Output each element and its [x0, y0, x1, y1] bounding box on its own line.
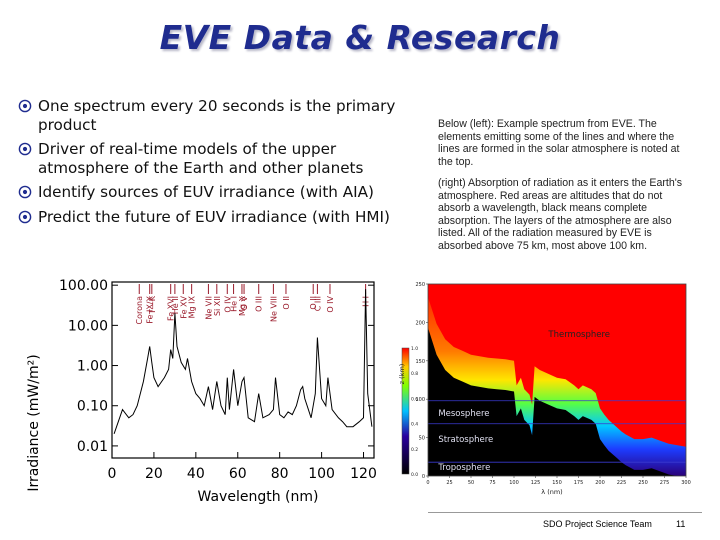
- layer-label: Stratosphere: [438, 435, 493, 445]
- x-tick-label: 60: [229, 466, 247, 482]
- colorbar-tick-label: 0.4: [411, 422, 418, 428]
- footer-team: SDO Project Science Team: [543, 519, 652, 529]
- circled-dot-icon: [18, 99, 32, 113]
- colorbar-tick-label: 0.2: [411, 447, 418, 453]
- x-tick-label: 150: [552, 480, 562, 486]
- absorption-chart: Thermosphere Mesosphere Stratosphere Tropos…: [398, 282, 691, 496]
- layer-label: Mesosphere: [438, 409, 489, 419]
- bullet-text: Driver of real-time models of the upper …: [38, 140, 364, 177]
- x-tick-label: 75: [489, 480, 495, 486]
- spectrum-series-line: [113, 289, 373, 434]
- x-tick-label: 80: [271, 466, 289, 482]
- x-tick-label: 275: [660, 480, 670, 486]
- x-tick-label: 20: [145, 466, 163, 482]
- line-label: O II: [282, 296, 291, 310]
- bullet-item: Driver of real-time models of the upper …: [18, 140, 418, 177]
- x-tick-label: 125: [531, 480, 541, 486]
- spectrum-axes-box: [111, 281, 375, 459]
- absorption-y-label: z (km): [398, 364, 406, 385]
- bullet-list: One spectrum every 20 seconds is the pri…: [18, 97, 418, 232]
- line-label: O V: [240, 295, 249, 310]
- colorbar-tick-label: 0.0: [411, 472, 418, 478]
- y-tick-label: 100.00: [59, 278, 108, 294]
- x-tick-label: 225: [617, 480, 627, 486]
- line-label: He II: [171, 296, 180, 314]
- footer-rule: [428, 512, 702, 513]
- y-tick-label: 250: [415, 282, 425, 288]
- bullet-text: Predict the future of EUV irradiance (wi…: [38, 207, 390, 226]
- line-label: Corona: [135, 296, 144, 325]
- line-label: T—K: [148, 295, 157, 315]
- note-left: Below (left): Example spectrum from EVE.…: [438, 118, 680, 168]
- bullet-item: Predict the future of EUV irradiance (wi…: [18, 208, 418, 227]
- x-tick-label: 50: [468, 480, 474, 486]
- bullet-item: Identify sources of EUV irradiance (with…: [18, 183, 418, 202]
- spectrum-x-ticks: 0 20 40 60 80 100 120: [108, 452, 377, 482]
- line-label: Si XII: [213, 296, 222, 316]
- line-label: Fe IX/X: [146, 295, 155, 323]
- y-tick-label: 0: [422, 474, 425, 480]
- y-tick-label: 0.10: [77, 399, 108, 415]
- absorption-colorbar-ticks: 0.0 0.2 0.4 0.6 0.8 1.0: [411, 346, 418, 478]
- x-tick-label: 175: [574, 480, 584, 486]
- spectrum-y-label: Irradiance (mW/m²): [26, 354, 42, 491]
- y-tick-label: 150: [415, 359, 425, 365]
- line-label: Ne VIII: [269, 296, 278, 322]
- x-tick-label: 40: [187, 466, 205, 482]
- absorption-y-ticks: 0 50 100 150 200 250: [415, 282, 428, 480]
- y-tick-label: 100: [415, 397, 425, 403]
- bullet-text: One spectrum every 20 seconds is the pri…: [38, 97, 396, 134]
- circled-dot-icon: [18, 210, 32, 223]
- colorbar-tick-label: 1.0: [411, 346, 418, 352]
- x-tick-label: 250: [638, 480, 648, 486]
- spectrum-x-label: Wavelength (nm): [198, 489, 319, 505]
- absorption-x-label: λ (nm): [541, 488, 562, 496]
- line-label: Ne VII: [204, 296, 213, 320]
- circled-dot-icon: [18, 142, 32, 156]
- absorption-x-ticks: 0 25 50 75 100 125 150 175 200 225 250 275 300: [426, 476, 691, 486]
- absorption-colorbar: [401, 347, 410, 475]
- x-tick-label: 300: [681, 480, 691, 486]
- line-label: Mg IX: [188, 295, 197, 318]
- line-label: O III: [255, 296, 264, 312]
- absorption-red-area: [428, 284, 686, 447]
- y-tick-label: 1.00: [77, 359, 108, 375]
- line-label: He I: [230, 296, 239, 312]
- line-label: Mg X: [238, 295, 247, 316]
- x-tick-label: 25: [446, 480, 452, 486]
- note-right: (right) Absorption of radiation as it en…: [438, 177, 683, 252]
- page-number: 11: [676, 519, 686, 529]
- layer-label: Thermosphere: [547, 330, 610, 340]
- x-tick-label: 100: [509, 480, 519, 486]
- x-tick-label: 100: [308, 466, 335, 482]
- line-label: Fe XVI: [167, 296, 176, 321]
- y-tick-label: 200: [415, 320, 425, 326]
- y-tick-label: 0.01: [77, 439, 108, 455]
- colorbar-tick-label: 0.6: [411, 396, 418, 402]
- y-tick-label: 50: [419, 436, 425, 442]
- y-tick-label: 10.00: [68, 318, 108, 334]
- line-label: C III: [313, 296, 322, 311]
- spectrum-frame: [111, 281, 375, 459]
- x-tick-label: 120: [350, 466, 377, 482]
- line-label: O II: [309, 296, 318, 310]
- line-label: Fe XV: [179, 295, 188, 318]
- circled-dot-icon: [18, 185, 32, 199]
- x-tick-label: 0: [108, 466, 117, 482]
- layer-label: Troposphere: [437, 463, 490, 473]
- slide-title: EVE Data & Research: [159, 18, 561, 57]
- bullet-item: One spectrum every 20 seconds is the pri…: [18, 97, 418, 134]
- absorption-layer-lines: Thermosphere Mesosphere Stratosphere Tropos…: [428, 330, 686, 473]
- line-label: O IV: [326, 295, 335, 312]
- spectrum-y-ticks: 100.00 10.00 1.00 0.10 0.01: [59, 278, 374, 455]
- x-tick-label: 200: [595, 480, 605, 486]
- x-tick-label: 0: [426, 480, 429, 486]
- bullet-text: Identify sources of EUV irradiance (with…: [38, 183, 374, 201]
- colorbar-tick-label: 0.8: [411, 371, 418, 377]
- line-label: O IV: [223, 295, 232, 312]
